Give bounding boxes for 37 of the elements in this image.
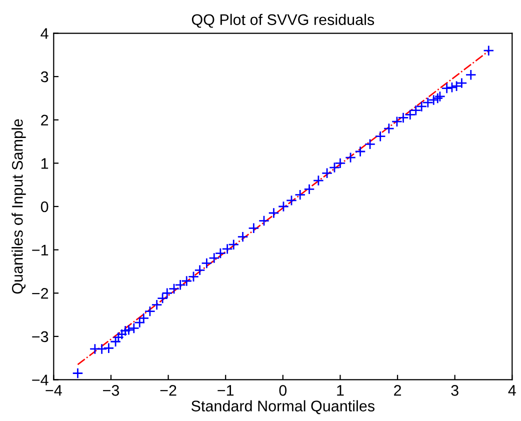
point: [248, 222, 260, 234]
y-tick-label: −3: [32, 331, 48, 342]
x-tick-label: 0: [279, 385, 287, 396]
y-tick-label: −1: [32, 244, 48, 256]
point: [354, 146, 366, 158]
point: [344, 152, 356, 164]
point: [441, 82, 452, 94]
point: [268, 207, 280, 219]
point: [237, 231, 248, 242]
y-tick-label: 3: [40, 71, 48, 82]
x-axis-title: Standard Normal Quantiles: [191, 400, 374, 414]
x-tick-label: −3: [103, 385, 120, 396]
point: [96, 343, 108, 355]
point: [304, 184, 315, 195]
chart-title: QQ Plot of SVVG residuals: [192, 14, 374, 28]
x-tick-label: 2: [394, 385, 402, 396]
y-tick-label: 0: [40, 201, 48, 212]
y-tick-label: −2: [32, 288, 48, 299]
y-tick-label: 1: [41, 158, 48, 169]
y-tick-label: 4: [40, 28, 48, 39]
x-tick-label: 3: [451, 385, 458, 396]
x-tick-label: 1: [337, 385, 344, 396]
point: [465, 69, 476, 80]
point: [383, 122, 394, 134]
point: [294, 189, 306, 200]
point: [483, 45, 494, 56]
x-tick-label: 4: [508, 385, 516, 396]
y-axis-title: Quantiles of Input Sample: [12, 119, 26, 294]
y-tick-label: 2: [41, 114, 48, 126]
x-tick-label: −1: [218, 385, 234, 396]
y-tick-label: −4: [32, 374, 48, 386]
x-tick-label: −2: [160, 385, 176, 396]
point: [72, 368, 84, 379]
point: [364, 138, 376, 150]
point: [258, 215, 270, 226]
point: [374, 130, 386, 142]
point: [312, 174, 324, 186]
